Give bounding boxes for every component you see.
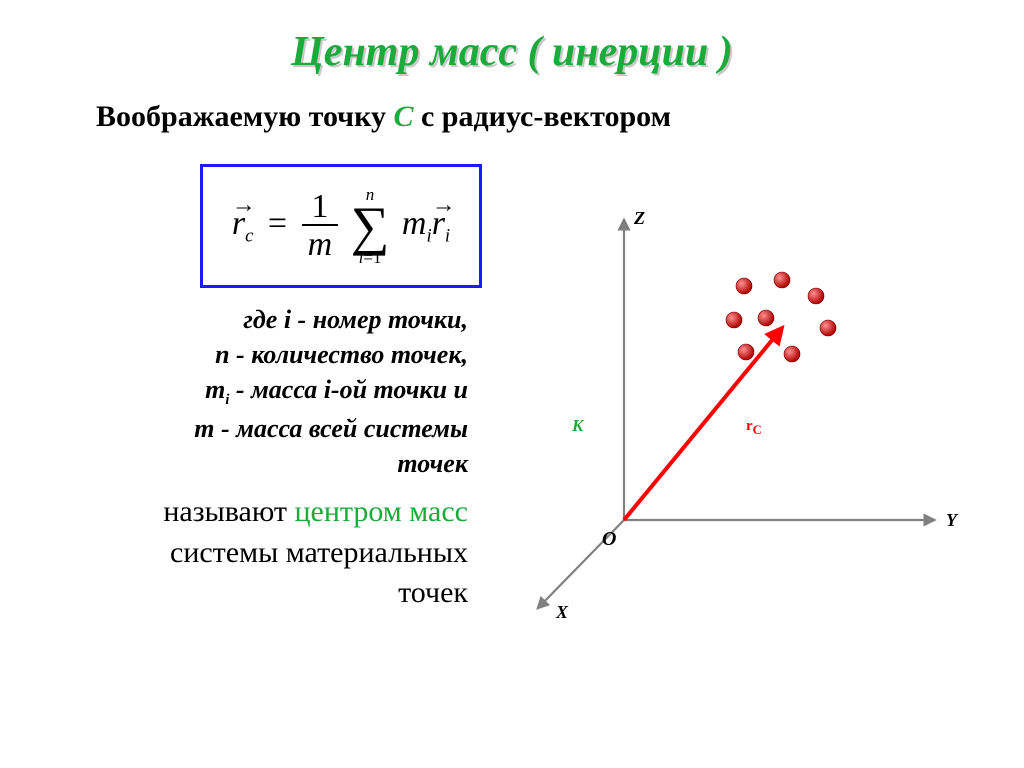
rc-label: rC <box>746 418 762 438</box>
sigma-symbol: ∑ <box>351 203 390 249</box>
axis-label-z: Z <box>634 208 645 229</box>
axis-label-y: Y <box>946 510 957 531</box>
def-line-2: n - количество точек, <box>88 337 468 372</box>
k-label: K <box>572 416 583 436</box>
def-line-1: где i - номер точки, <box>88 302 468 337</box>
conclusion-block: называют центром масс системы материальн… <box>74 492 468 614</box>
formula-num: 1 <box>302 190 339 226</box>
formula-lhs-r: r <box>232 205 245 243</box>
intro-c-letter: С <box>393 100 413 133</box>
intro-prefix: Воображаемую точку <box>96 100 393 133</box>
formula-mi-m: m <box>402 205 427 242</box>
def-line-5: точек <box>88 446 468 481</box>
axis-label-x: X <box>556 602 568 623</box>
diagram-svg <box>530 200 970 620</box>
formula-equals: = <box>262 205 293 242</box>
formula-den: m <box>302 226 339 262</box>
formula-ri-sub: i <box>445 226 450 247</box>
formula: rc = 1 m n ∑ i=1 miri <box>232 186 450 266</box>
intro-line: Воображаемую точку С с радиус-вектором <box>96 100 671 134</box>
conc-line-2: системы материальных <box>74 533 468 574</box>
diagram-3d-axes: Z Y X O K rC <box>530 200 970 620</box>
definitions-block: где i - номер точки, n - количество точе… <box>88 302 468 481</box>
formula-ri-r: r <box>432 205 445 243</box>
def-line-4: m - масса всей системы <box>88 411 468 446</box>
conc-line-1: называют центром масс <box>74 492 468 533</box>
formula-lhs-sub: c <box>245 226 253 247</box>
def-line-3: mi - масса i-ой точки и <box>88 372 468 410</box>
origin-label: O <box>602 528 616 551</box>
conc-line-3: точек <box>74 573 468 614</box>
slide-title: Центр масс ( инерции ) <box>0 28 1024 76</box>
intro-suffix: с радиус-вектором <box>413 100 671 133</box>
formula-sigma: n ∑ i=1 <box>347 186 394 266</box>
formula-fraction: 1 m <box>302 190 339 262</box>
formula-box: rc = 1 m n ∑ i=1 miri <box>200 164 482 288</box>
